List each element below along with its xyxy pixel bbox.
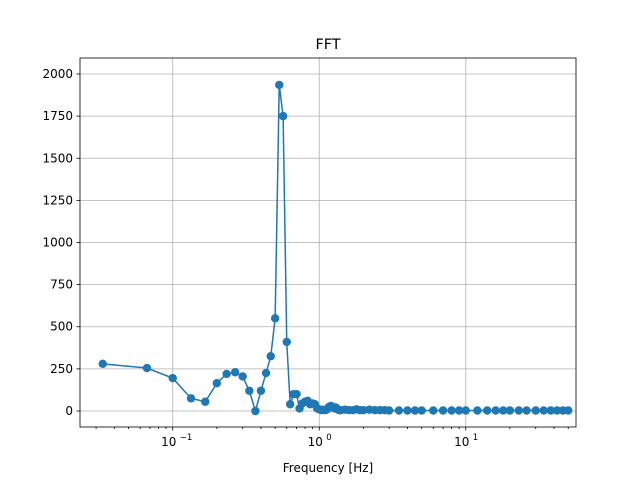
data-point <box>539 406 548 415</box>
data-point <box>278 111 288 121</box>
data-point <box>275 80 284 90</box>
data-point <box>403 406 412 415</box>
x-tick-label-exponent: −1 <box>180 433 193 443</box>
data-point <box>483 406 492 415</box>
data-point <box>514 406 524 415</box>
x-tick-label-exponent: 1 <box>473 433 478 443</box>
data-point <box>564 406 573 415</box>
data-point <box>505 406 515 415</box>
y-tick-label: 750 <box>50 278 73 292</box>
data-point <box>266 352 275 361</box>
data-point <box>142 363 152 373</box>
data-point <box>473 406 482 415</box>
y-tick-label: 0 <box>65 404 73 418</box>
y-tick-label: 250 <box>50 362 73 376</box>
y-axis: 0 250 500 750 1000 1250 1500 1750 2000 <box>42 67 80 418</box>
data-point <box>447 406 456 415</box>
data-point <box>256 386 266 395</box>
data-point <box>201 397 210 406</box>
data-point <box>546 406 555 415</box>
data-point <box>417 406 426 415</box>
data-point <box>261 368 271 378</box>
data-series <box>98 80 573 416</box>
y-tick-label: 1500 <box>42 151 73 165</box>
data-point <box>238 372 247 381</box>
y-tick-label: 500 <box>50 320 73 334</box>
y-tick-label: 2000 <box>42 67 73 81</box>
data-point <box>491 406 500 415</box>
data-point <box>394 406 404 415</box>
data-point <box>429 406 438 415</box>
data-point <box>499 406 508 415</box>
data-point <box>270 314 280 323</box>
data-point <box>531 406 540 415</box>
data-point <box>292 389 301 399</box>
y-tick-label: 1250 <box>42 193 73 207</box>
data-point <box>285 400 295 409</box>
data-point <box>251 406 260 416</box>
x-axis-label: Frequency [Hz] <box>283 461 374 475</box>
data-point <box>461 406 470 415</box>
data-point <box>186 394 196 403</box>
data-point <box>384 406 394 415</box>
data-point <box>438 406 448 415</box>
data-point <box>230 368 240 377</box>
data-point <box>245 386 254 395</box>
data-point <box>359 405 368 415</box>
y-tick-label: 1750 <box>42 109 73 123</box>
data-point <box>98 359 107 369</box>
data-point <box>552 406 562 415</box>
x-tick-label-exponent: 0 <box>326 433 331 443</box>
data-point <box>168 373 177 383</box>
data-point <box>522 406 531 415</box>
grid-lines <box>80 58 576 427</box>
x-tick-label: 10 <box>308 435 323 449</box>
x-axis: 10 −1 10 0 10 1 <box>95 427 569 449</box>
data-point <box>410 406 420 415</box>
x-tick-label: 10 <box>454 435 469 449</box>
data-point <box>212 378 222 388</box>
data-point <box>454 406 464 415</box>
x-tick-label: 10 <box>161 435 176 449</box>
data-point <box>222 369 231 379</box>
data-point <box>282 337 291 347</box>
y-tick-label: 1000 <box>42 236 73 250</box>
chart-title: FFT <box>315 37 340 53</box>
